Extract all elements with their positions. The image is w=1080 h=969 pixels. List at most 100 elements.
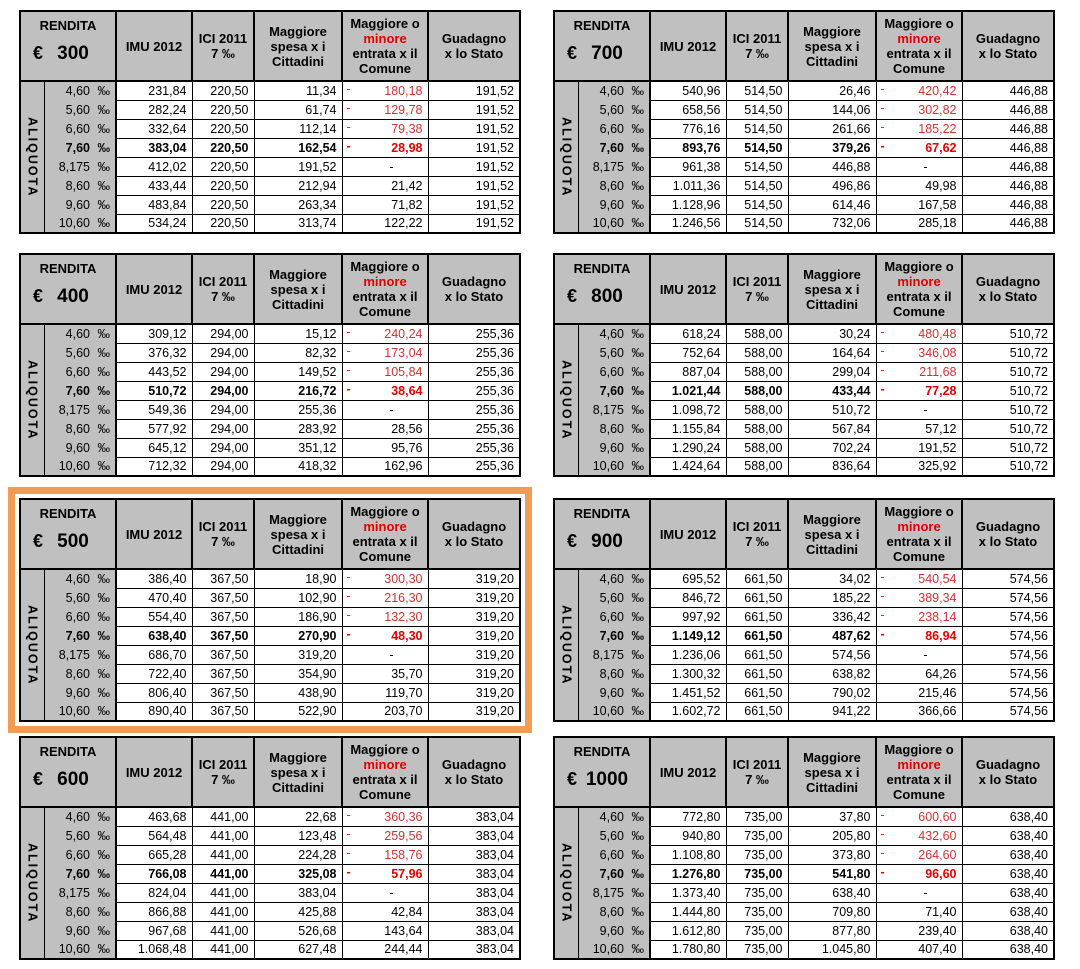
permille-symbol: ‰ <box>97 572 111 586</box>
table-row: 10,60 ‰ 534,24 220,50 313,74 122,22 191,52 <box>20 213 521 234</box>
col-header-comune: Maggiore o minore entrata x il Comune <box>341 10 429 82</box>
euro-symbol: € <box>33 531 44 551</box>
cell-stato: 510,72 <box>961 399 1055 420</box>
header-line: Maggiore o <box>884 742 954 757</box>
cell-comune: 215,46 <box>875 682 963 703</box>
rate-cell: 9,60 ‰ <box>577 195 651 214</box>
cell-comune: - 158,76 <box>341 844 429 865</box>
header-line: spesa x i <box>270 526 326 542</box>
cell-imu: 1.236,06 <box>649 644 727 665</box>
cell-imu: 846,72 <box>649 587 727 608</box>
cell-spesa: 22,68 <box>253 806 343 827</box>
permille-symbol: ‰ <box>631 402 645 417</box>
rendita-table-900: RENDITA €900 IMU 2012 ICI 2011 7 ‰ Maggiore sp… <box>553 498 1055 722</box>
cell-value: 540,54 <box>918 571 957 586</box>
cell-stato: 255,36 <box>427 323 521 344</box>
permille-symbol: ‰ <box>97 421 111 436</box>
cell-imu: 1.021,44 <box>649 380 727 401</box>
cell-imu: 540,96 <box>649 80 727 101</box>
cell-stato: 255,36 <box>427 437 521 458</box>
table-row: 9,60 ‰ 1.451,52 661,50 790,02 215,46 574,56 <box>554 682 1055 703</box>
rate-cell: 7,60 ‰ <box>577 626 651 645</box>
cell-comune: - 185,22 <box>875 118 963 139</box>
cell-stato: 446,88 <box>961 156 1055 177</box>
permille-symbol: ‰ <box>631 84 645 98</box>
cell-value: 480,48 <box>918 326 957 341</box>
header-line: ICI 2011 <box>198 31 248 46</box>
cell-imu: 997,92 <box>649 606 727 627</box>
cell-imu: 510,72 <box>115 380 193 401</box>
rate-wrap: 4,60 ‰ <box>579 572 648 586</box>
rate-value: 8,175 <box>58 647 90 662</box>
cell-imu: 1.300,32 <box>649 663 727 684</box>
cell-value: 105,84 <box>384 364 423 379</box>
header-line: x lo Stato <box>978 772 1038 787</box>
cell-imu: 483,84 <box>115 194 193 215</box>
header-line: entrata x il <box>352 534 418 549</box>
rate-cell: 10,60 ‰ <box>577 702 651 721</box>
cell-imu: 412,02 <box>115 156 193 177</box>
header-line: Guadagno <box>975 519 1041 534</box>
rate-wrap: 8,60 ‰ <box>579 179 648 193</box>
header-line: Comune <box>893 61 945 76</box>
cell-spesa: 709,80 <box>787 901 877 922</box>
cell-stato: 319,20 <box>427 701 521 722</box>
rate-value: 10,60 <box>592 459 624 473</box>
rate-cell: 8,175 ‰ <box>43 400 117 419</box>
rate-cell: 4,60 ‰ <box>577 81 651 100</box>
table-row: 10,60 ‰ 712,32 294,00 418,32 162,96 255,36 <box>20 456 521 477</box>
aliquota-label: ALIQUOTA <box>25 842 40 924</box>
rendita-title: RENDITA <box>39 744 97 759</box>
header-line: Maggiore <box>269 266 327 282</box>
cell-spesa: 877,80 <box>787 920 877 941</box>
rate-wrap: 7,60 ‰ <box>45 629 114 643</box>
permille-symbol: ‰ <box>97 685 111 700</box>
cell-imu: 776,16 <box>649 118 727 139</box>
table-row: 6,60 ‰ 1.108,80 735,00 373,80- 264,60 638,40 <box>554 844 1055 865</box>
header-line: x lo Stato <box>444 46 504 61</box>
cell-comune: - 540,54 <box>875 568 963 589</box>
cell-imu: 231,84 <box>115 80 193 101</box>
cell-comune: 407,40 <box>875 939 963 960</box>
rate-wrap: 7,60 ‰ <box>579 141 648 155</box>
cell-stato: 638,40 <box>961 863 1055 884</box>
cell-comune: 162,96 <box>341 456 429 477</box>
header-row: RENDITA €900 IMU 2012 ICI 2011 7 ‰ Maggiore sp… <box>553 498 1055 570</box>
cell-ici: 294,00 <box>191 418 255 439</box>
rate-cell: 8,175 ‰ <box>577 883 651 902</box>
cell-spesa: 836,64 <box>787 456 877 477</box>
permille-symbol: ‰ <box>97 345 111 360</box>
col-header-imu: IMU 2012 <box>115 736 193 808</box>
cell-stato: 510,72 <box>961 361 1055 382</box>
header-row: RENDITA €600 IMU 2012 ICI 2011 7 ‰ Maggiore sp… <box>19 736 521 808</box>
rate-cell: 9,60 ‰ <box>43 438 117 457</box>
cell-comune: - 48,30 <box>341 625 429 646</box>
cell-stato: 638,40 <box>961 939 1055 960</box>
header-line: 7 ‰ <box>745 534 769 549</box>
rate-value: 6,60 <box>599 364 624 379</box>
cell-stato: 638,40 <box>961 844 1055 865</box>
table-row: 9,60 ‰ 967,68 441,00 526,68 143,64 383,04 <box>20 920 521 941</box>
rate-value: 8,60 <box>599 666 624 681</box>
cell-comune: 64,26 <box>875 663 963 684</box>
rate-cell: 8,175 ‰ <box>577 645 651 664</box>
header-line: minore <box>897 274 941 289</box>
table-row: ALIQUOTA 4,60 ‰ 772,80 735,00 37,80-600,60 638… <box>553 806 1055 960</box>
cell-comune: - <box>341 399 429 420</box>
col-header-ici: ICI 2011 7 ‰ <box>725 10 789 82</box>
cell-imu: 722,40 <box>115 663 193 684</box>
permille-symbol: ‰ <box>97 609 111 624</box>
cell-value: 96,60 <box>925 866 957 881</box>
table-row: 8,60 ‰ 577,92 294,00 283,92 28,56 255,36 <box>20 418 521 439</box>
cell-spesa: 336,42 <box>787 606 877 627</box>
col-header-spesa: Maggiore spesa x i Cittadini <box>787 10 877 82</box>
col-header-stato: Guadagno x lo Stato <box>961 498 1055 570</box>
permille-symbol: ‰ <box>631 364 645 379</box>
permille-symbol: ‰ <box>631 590 645 605</box>
rate-wrap: 10,60 ‰ <box>45 216 114 230</box>
rate-wrap: 6,60 ‰ <box>579 610 648 624</box>
cell-spesa: 164,64 <box>787 342 877 363</box>
cell-value: 77,28 <box>925 383 957 398</box>
cell-stato: 383,04 <box>427 920 521 941</box>
cell-spesa: 144,06 <box>787 99 877 120</box>
